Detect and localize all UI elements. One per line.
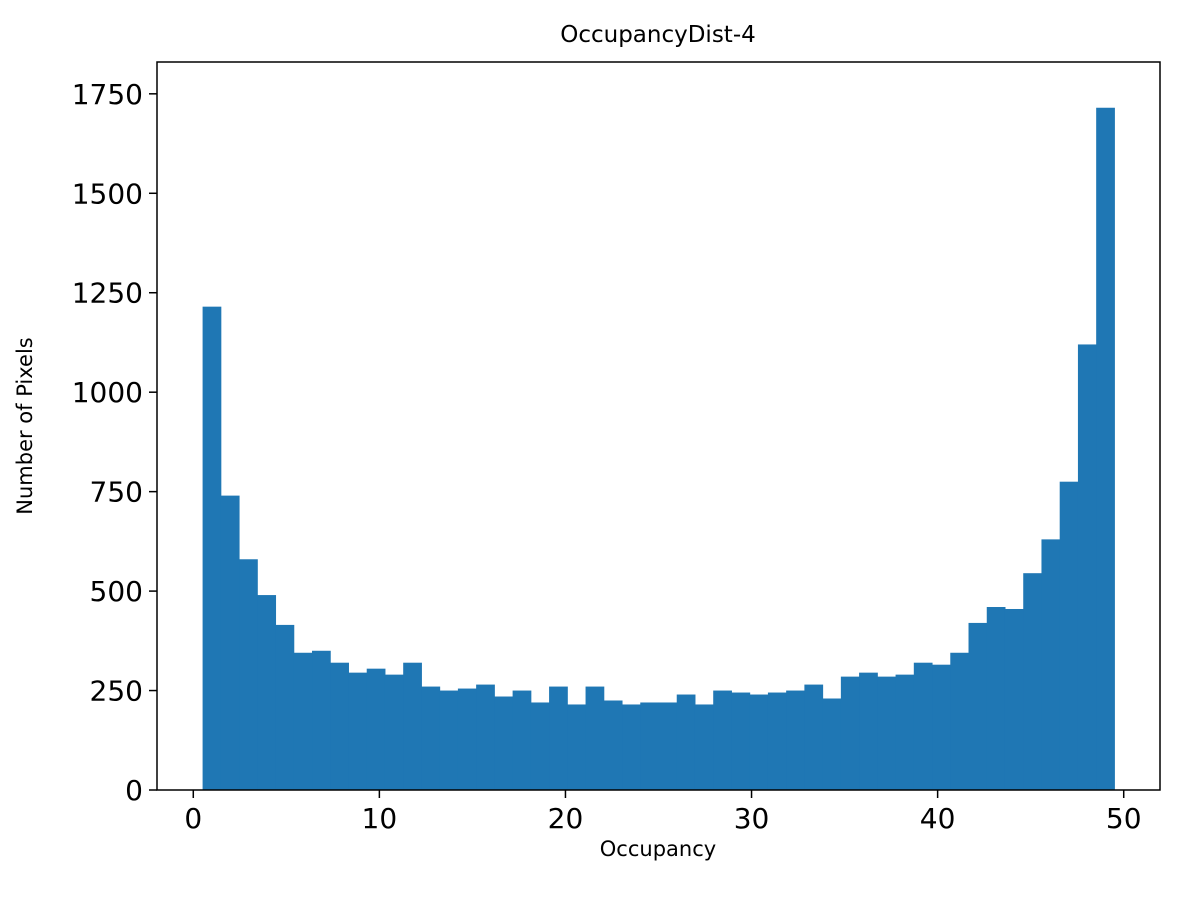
histogram-bar [622, 704, 641, 790]
histogram-bar [257, 595, 277, 790]
histogram-bar [348, 672, 368, 790]
histogram-bar [585, 686, 605, 790]
histogram-bar [786, 690, 805, 790]
histogram-bar [767, 692, 787, 790]
chart-title: OccupancyDist-4 [560, 22, 756, 48]
histogram-bar [494, 696, 514, 790]
y-tick-label: 1000 [72, 376, 143, 409]
histogram-bar [366, 668, 386, 790]
histogram-bar [476, 684, 495, 790]
histogram-bar [202, 306, 222, 790]
histogram-bar [421, 686, 441, 790]
x-tick-label: 50 [1106, 802, 1142, 835]
histogram-bar [713, 690, 732, 790]
histogram-bar [220, 495, 240, 790]
x-tick-label: 40 [920, 802, 956, 835]
histogram-bar [1077, 344, 1097, 790]
histogram-bar [330, 662, 349, 790]
x-axis-label: Occupancy [600, 837, 716, 861]
histogram-bar [950, 652, 970, 790]
histogram-bar [549, 686, 568, 790]
histogram-bar [293, 652, 313, 790]
histogram-bar [1041, 539, 1061, 790]
x-tick-label: 30 [734, 802, 770, 835]
histogram-bar [877, 676, 897, 790]
histogram-bar [676, 694, 696, 790]
histogram-bar [986, 607, 1006, 790]
y-tick-label: 1750 [72, 78, 143, 111]
histogram-bar [859, 672, 878, 790]
x-tick-label: 10 [362, 802, 398, 835]
histogram-bar [749, 694, 769, 790]
histogram-bar [640, 702, 659, 790]
histogram-bar [968, 622, 988, 790]
histogram-bar [1096, 107, 1115, 790]
histogram-bar [439, 690, 459, 790]
y-axis-label: Number of Pixels [13, 337, 37, 514]
histogram-bar [840, 676, 860, 790]
histogram-bar [457, 688, 477, 790]
y-tick-label: 1500 [72, 177, 143, 210]
histogram-bar [239, 559, 258, 790]
histogram-bar [1023, 573, 1042, 790]
histogram-bar [603, 700, 623, 790]
y-tick-label: 0 [125, 774, 143, 807]
histogram-bar [530, 702, 550, 790]
x-tick-label: 0 [184, 802, 202, 835]
histogram-bar [512, 690, 532, 790]
y-tick-label: 500 [90, 575, 143, 608]
histogram-bar [1004, 608, 1024, 790]
histogram-bar [932, 664, 951, 790]
y-tick-label: 1250 [72, 277, 143, 310]
histogram-bar [804, 684, 824, 790]
x-tick-label: 20 [548, 802, 584, 835]
histogram-bar [312, 650, 331, 790]
histogram-bar [731, 692, 751, 790]
histogram-bar [694, 704, 714, 790]
histogram-bar [913, 662, 933, 790]
histogram-bar [567, 704, 587, 790]
histogram-bar [895, 674, 915, 790]
bars-group [202, 107, 1115, 790]
histogram-bar [658, 702, 678, 790]
histogram-bar [403, 662, 422, 790]
histogram-bar [822, 698, 842, 790]
plot-border [156, 61, 1161, 791]
histogram-bar [1059, 481, 1079, 790]
y-tick-label: 750 [90, 476, 143, 509]
histogram-bar [275, 624, 295, 790]
histogram-bar [384, 674, 404, 790]
y-tick-label: 250 [90, 675, 143, 708]
